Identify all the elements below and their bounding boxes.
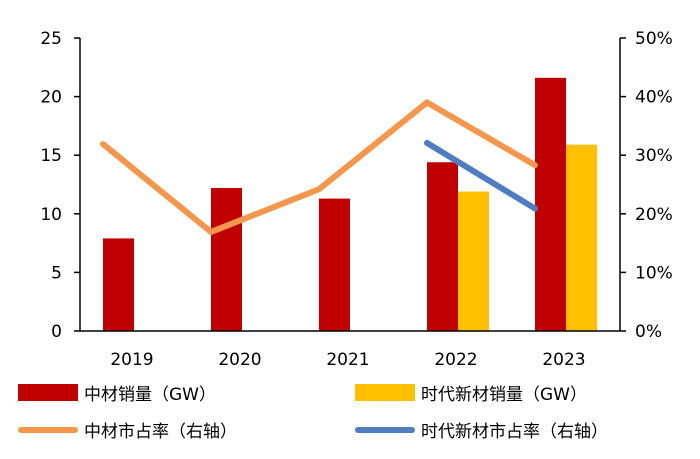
bar xyxy=(535,77,566,332)
x-tick-label: 2023 xyxy=(542,350,585,370)
right-tick-label: 20% xyxy=(635,205,673,225)
left-tick-label: 20 xyxy=(40,88,62,108)
chart-area: 0 5 10 15 20 25 0% 10% 20% 30% 40% 50% 2019 2020 2021 2… xyxy=(40,29,673,370)
x-tick-label: 2019 xyxy=(110,350,153,370)
left-tick-label: 15 xyxy=(40,146,62,166)
bar xyxy=(566,144,597,331)
left-tick-label: 5 xyxy=(51,263,62,283)
x-tick-label: 2022 xyxy=(434,350,477,370)
left-tick-label: 0 xyxy=(51,322,62,342)
right-tick-label: 30% xyxy=(635,146,673,166)
legend-label: 中材市占率（右轴） xyxy=(84,422,237,442)
line-series xyxy=(424,139,538,212)
legend-label: 时代新材市占率（右轴） xyxy=(421,422,608,442)
bar xyxy=(211,188,242,331)
legend-swatch xyxy=(355,384,415,401)
right-tick-label: 10% xyxy=(635,263,673,283)
right-tick-label: 40% xyxy=(635,88,673,108)
x-tick-label: 2021 xyxy=(326,350,369,370)
legend-swatch xyxy=(355,426,415,433)
legend-label: 中材销量（GW） xyxy=(84,385,216,405)
bar xyxy=(103,238,134,331)
bar xyxy=(319,198,350,331)
bar xyxy=(458,191,489,331)
legend-swatch xyxy=(18,426,78,433)
x-tick-label: 2020 xyxy=(218,350,261,370)
left-tick-label: 25 xyxy=(40,29,62,49)
left-tick-label: 10 xyxy=(40,205,62,225)
right-tick-label: 0% xyxy=(635,322,662,342)
legend-item-zhongcai-sales: 中材销量（GW） xyxy=(18,380,216,405)
right-tick-label: 50% xyxy=(635,29,673,49)
legend-label: 时代新材销量（GW） xyxy=(421,385,587,405)
legend-item-shidai-share: 时代新材市占率（右轴） xyxy=(355,417,608,442)
bar xyxy=(427,162,458,331)
legend-swatch xyxy=(18,384,78,401)
legend-item-zhongcai-share: 中材市占率（右轴） xyxy=(18,417,237,442)
legend-item-shidai-sales: 时代新材销量（GW） xyxy=(355,380,587,405)
